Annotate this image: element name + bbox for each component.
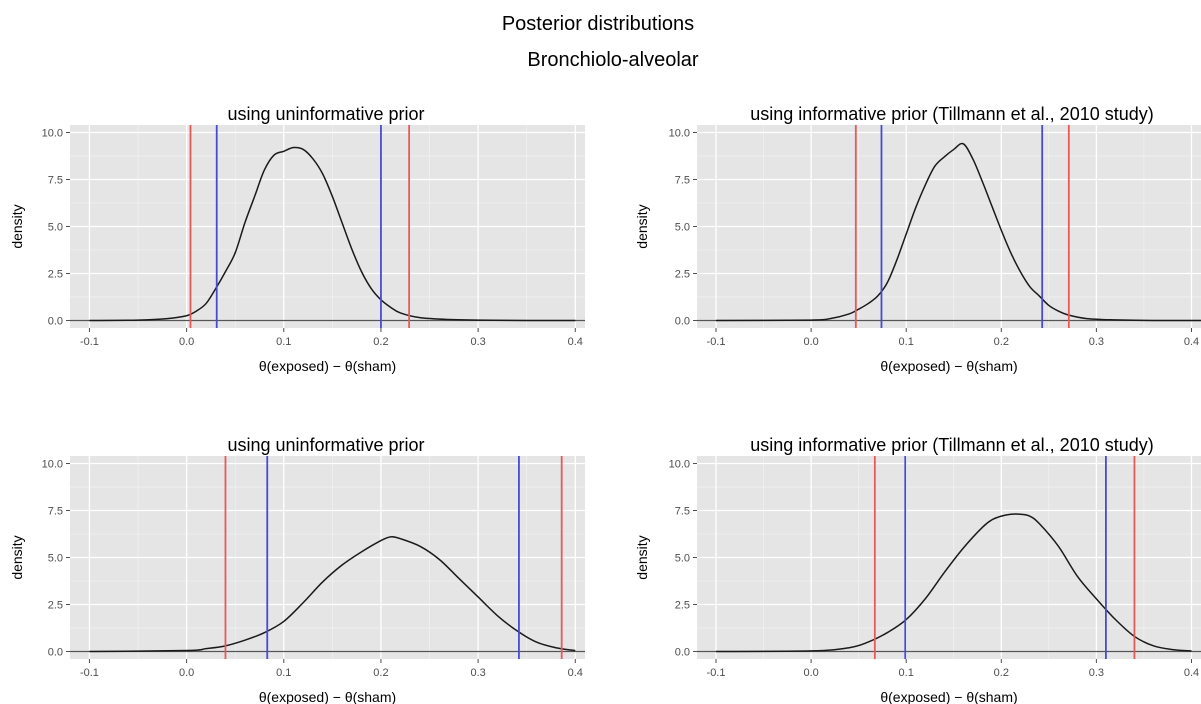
y-axis-label: density xyxy=(9,535,25,579)
x-tick-label: 0.4 xyxy=(568,667,583,679)
y-tick-label: 5.0 xyxy=(48,222,63,234)
density-curve xyxy=(89,146,576,322)
x-tick-label: 0.4 xyxy=(1184,667,1199,679)
x-axis-label: θ(exposed) − θ(sham) xyxy=(259,358,396,374)
y-tick-label: 2.5 xyxy=(48,599,63,611)
x-tick-label: 0.2 xyxy=(994,336,1009,348)
x-axis-label: θ(exposed) − θ(sham) xyxy=(259,689,396,704)
chart-panel-3: -0.1 0.0 0.1 0.2 0.3 0.4 0.0 2.5 5.0 7.5 10.0 using… xyxy=(9,435,585,704)
panel-title: using informative prior (Tillmann et al.… xyxy=(750,435,1154,455)
y-tick-label: 5.0 xyxy=(675,553,690,565)
figure-title: Posterior distributions xyxy=(502,13,694,35)
y-tick-label: 7.5 xyxy=(675,506,690,518)
y-tick-label: 7.5 xyxy=(48,506,63,518)
density-curve xyxy=(716,513,1192,653)
y-tick-label: 5.0 xyxy=(48,553,63,565)
y-tick-label: 0.0 xyxy=(675,315,690,327)
x-tick-label: 0.1 xyxy=(276,667,291,679)
density-curve xyxy=(89,536,576,653)
y-tick-label: 0.0 xyxy=(48,315,63,327)
x-tick-label: 0.4 xyxy=(568,336,583,348)
chart-panel-2: -0.1 0.0 0.1 0.2 0.3 0.4 0.0 2.5 5.0 7.5 10.0 using… xyxy=(634,104,1201,374)
x-tick-label: -0.1 xyxy=(80,667,99,679)
panel-title: using informative prior (Tillmann et al.… xyxy=(750,104,1154,124)
density-curve xyxy=(716,142,1201,322)
y-tick-label: 5.0 xyxy=(675,222,690,234)
chart-panel-1: -0.1 0.0 0.1 0.2 0.3 0.4 0.0 2.5 5.0 7.5 10.0 using… xyxy=(9,104,585,374)
panel-title: using uninformative prior xyxy=(227,104,424,124)
plot-area xyxy=(70,456,585,659)
x-tick-label: 0.3 xyxy=(1089,336,1104,348)
x-tick-label: 0.0 xyxy=(803,667,818,679)
y-axis-label: density xyxy=(634,204,650,248)
plot-area xyxy=(70,125,585,328)
x-tick-label: -0.1 xyxy=(707,667,726,679)
y-tick-label: 0.0 xyxy=(675,646,690,658)
figure-subtitle: Bronchiolo-alveolar xyxy=(527,49,699,71)
x-tick-label: 0.2 xyxy=(373,336,388,348)
x-tick-label: 0.2 xyxy=(994,667,1009,679)
x-tick-label: -0.1 xyxy=(80,336,99,348)
y-tick-label: 2.5 xyxy=(48,268,63,280)
x-tick-label: 0.3 xyxy=(470,336,485,348)
y-tick-label: 2.5 xyxy=(675,268,690,280)
y-tick-label: 7.5 xyxy=(48,175,63,187)
y-tick-label: 10.0 xyxy=(669,128,690,140)
x-tick-label: 0.4 xyxy=(1184,336,1199,348)
x-tick-label: 0.3 xyxy=(470,667,485,679)
x-tick-label: 0.1 xyxy=(899,667,914,679)
x-tick-label: 0.2 xyxy=(373,667,388,679)
x-tick-label: 0.0 xyxy=(179,667,194,679)
x-tick-label: 0.0 xyxy=(179,336,194,348)
x-axis-label: θ(exposed) − θ(sham) xyxy=(880,689,1017,704)
y-tick-label: 10.0 xyxy=(669,459,690,471)
y-tick-label: 2.5 xyxy=(675,599,690,611)
y-axis-label: density xyxy=(9,204,25,248)
x-tick-label: 0.1 xyxy=(899,336,914,348)
chart-panel-4: -0.1 0.0 0.1 0.2 0.3 0.4 0.0 2.5 5.0 7.5 10.0 using… xyxy=(634,435,1201,704)
x-tick-label: 0.3 xyxy=(1089,667,1104,679)
x-tick-label: -0.1 xyxy=(707,336,726,348)
plot-area xyxy=(697,125,1201,328)
x-tick-label: 0.0 xyxy=(803,336,818,348)
y-tick-label: 10.0 xyxy=(42,459,63,471)
y-tick-label: 10.0 xyxy=(42,128,63,140)
y-axis-label: density xyxy=(634,535,650,579)
y-tick-label: 0.0 xyxy=(48,646,63,658)
x-axis-label: θ(exposed) − θ(sham) xyxy=(880,358,1017,374)
panel-title: using uninformative prior xyxy=(227,435,424,455)
y-tick-label: 7.5 xyxy=(675,175,690,187)
plot-area xyxy=(697,456,1201,659)
x-tick-label: 0.1 xyxy=(276,336,291,348)
